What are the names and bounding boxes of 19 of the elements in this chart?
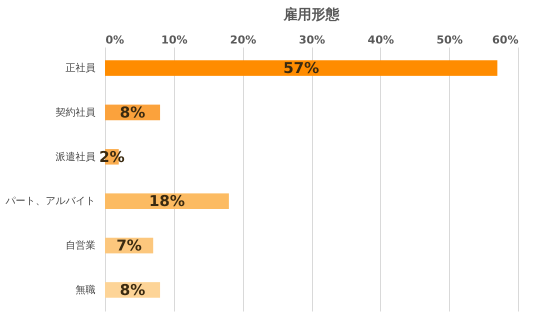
x-tick-label: 40% (368, 34, 394, 46)
x-tick-label: 20% (230, 34, 256, 46)
y-tick-label: 無職 (76, 284, 96, 296)
y-tick-label: パート、アルバイト (4, 196, 96, 208)
y-tick-label: 自営業 (66, 240, 96, 252)
x-tick-label: 60% (492, 34, 518, 46)
data-label: 8% (120, 280, 146, 299)
chart-title: 雇用形態 (282, 6, 340, 23)
y-tick-label: 正社員 (66, 62, 96, 74)
x-tick-label: 30% (298, 34, 326, 46)
data-label: 57% (283, 59, 320, 78)
x-tick-label: 0% (106, 34, 124, 46)
x-tick-label: 10% (161, 34, 188, 46)
data-label: 8% (120, 103, 146, 122)
data-label: 18% (148, 192, 185, 210)
x-tick-label: 50% (436, 34, 463, 46)
data-label: 7% (116, 236, 142, 255)
y-tick-label: 派遣社員 (56, 150, 96, 163)
y-tick-label: 契約社員 (56, 106, 96, 118)
